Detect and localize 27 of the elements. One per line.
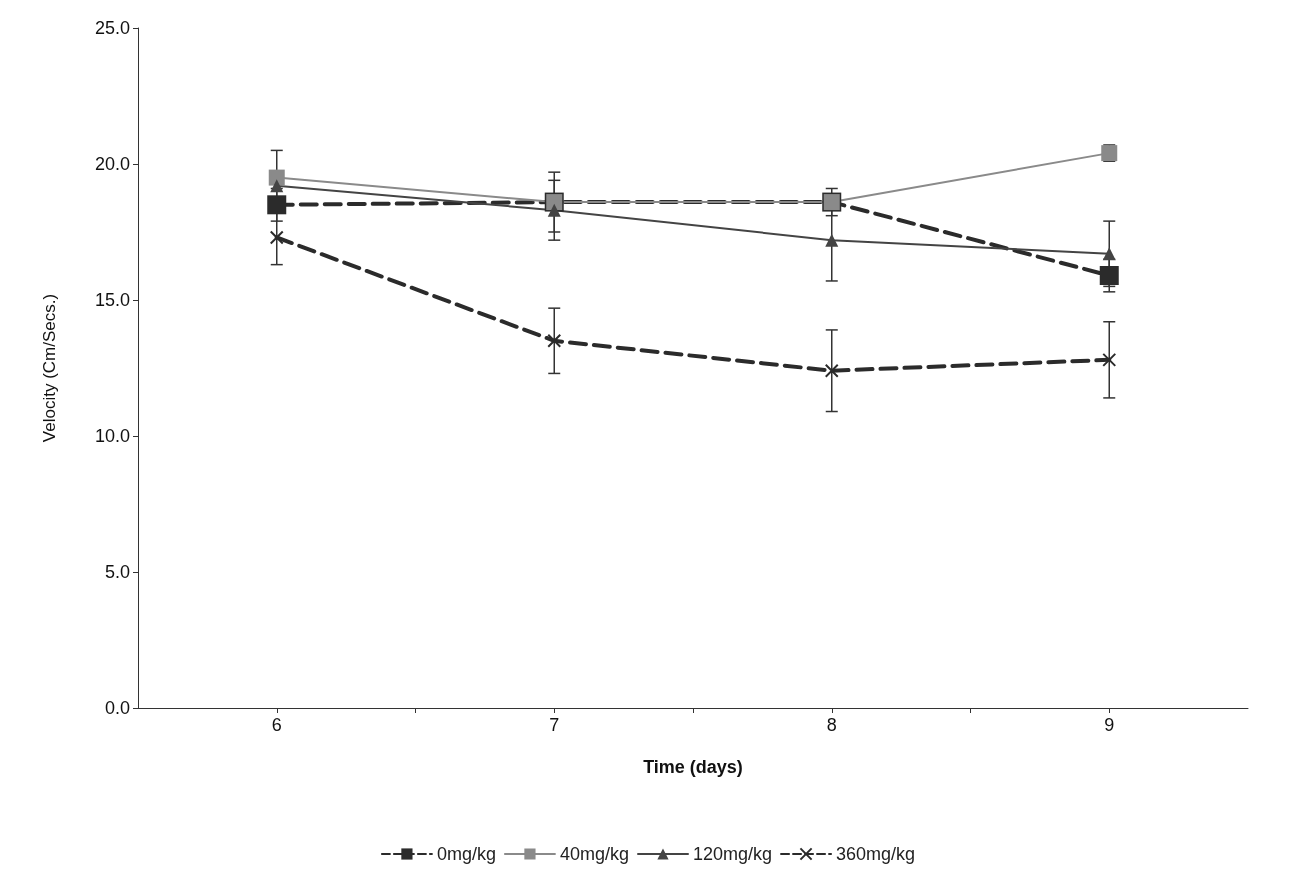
legend-label: 0mg/kg: [436, 844, 496, 864]
y-axis-title: Velocity (Cm/Secs.): [40, 293, 59, 443]
point: [268, 169, 285, 186]
point: [270, 179, 284, 193]
x-tick-label: 7: [549, 715, 560, 735]
point: [824, 363, 839, 378]
point: [1102, 247, 1116, 261]
point: [547, 203, 561, 217]
x-axis-title: Time (days): [643, 757, 743, 777]
point: [1099, 266, 1119, 286]
x-tick-label: 6: [271, 715, 282, 735]
y-tick-label: 10.0: [94, 426, 130, 446]
legend-label: 120mg/kg: [692, 844, 773, 864]
y-tick-label: 15.0: [94, 290, 130, 310]
point: [547, 333, 562, 348]
legend-label: 40mg/kg: [559, 844, 629, 864]
point: [267, 195, 287, 215]
point: [269, 230, 284, 245]
y-tick-label: 20.0: [94, 154, 130, 174]
y-tick-label: 0.0: [104, 698, 130, 718]
y-tick-label: 5.0: [104, 562, 130, 582]
x-tick-label: 8: [826, 715, 837, 735]
x-tick-label: 9: [1104, 715, 1115, 735]
point: [825, 233, 839, 247]
point: [1102, 352, 1117, 367]
y-tick-label: 25.0: [94, 18, 130, 38]
legend-label: 360mg/kg: [836, 844, 916, 864]
